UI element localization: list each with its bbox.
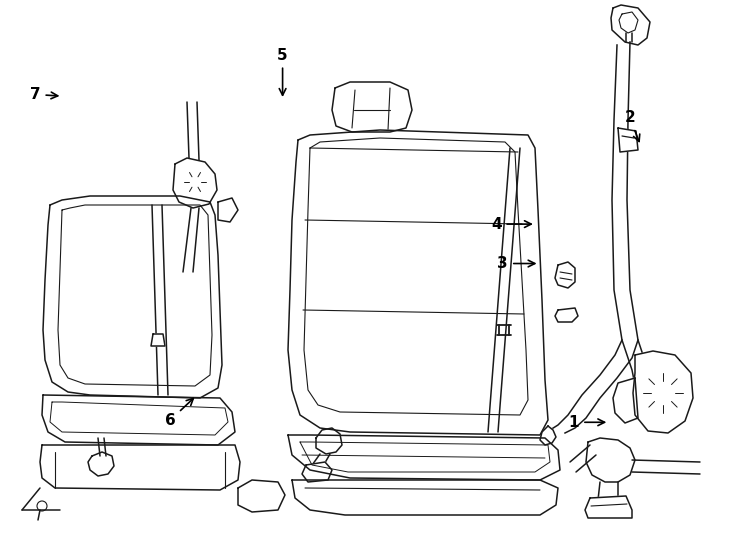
Text: 4: 4 xyxy=(491,217,531,232)
Polygon shape xyxy=(288,435,560,480)
Polygon shape xyxy=(288,130,548,435)
Polygon shape xyxy=(58,205,212,386)
Polygon shape xyxy=(613,378,638,423)
Text: 5: 5 xyxy=(277,48,288,95)
Polygon shape xyxy=(611,5,650,45)
Text: 6: 6 xyxy=(165,399,193,428)
Polygon shape xyxy=(540,426,556,445)
Polygon shape xyxy=(555,262,575,288)
Polygon shape xyxy=(618,128,638,152)
Polygon shape xyxy=(218,198,238,222)
Polygon shape xyxy=(50,402,228,435)
Polygon shape xyxy=(42,395,235,445)
Polygon shape xyxy=(302,462,332,482)
Polygon shape xyxy=(585,496,632,518)
Text: 2: 2 xyxy=(625,110,640,141)
Polygon shape xyxy=(40,445,240,490)
Polygon shape xyxy=(173,158,217,208)
Text: 3: 3 xyxy=(498,256,535,271)
Polygon shape xyxy=(151,334,165,346)
Polygon shape xyxy=(292,480,558,515)
Text: 1: 1 xyxy=(569,415,605,430)
Polygon shape xyxy=(555,308,578,322)
Polygon shape xyxy=(332,82,412,132)
Polygon shape xyxy=(300,442,550,472)
Polygon shape xyxy=(633,351,693,433)
Polygon shape xyxy=(619,12,638,33)
Text: 7: 7 xyxy=(30,87,58,102)
Polygon shape xyxy=(43,196,222,398)
Polygon shape xyxy=(586,438,635,482)
Polygon shape xyxy=(316,428,342,454)
Polygon shape xyxy=(88,452,114,476)
Polygon shape xyxy=(304,138,528,415)
Polygon shape xyxy=(238,480,285,512)
